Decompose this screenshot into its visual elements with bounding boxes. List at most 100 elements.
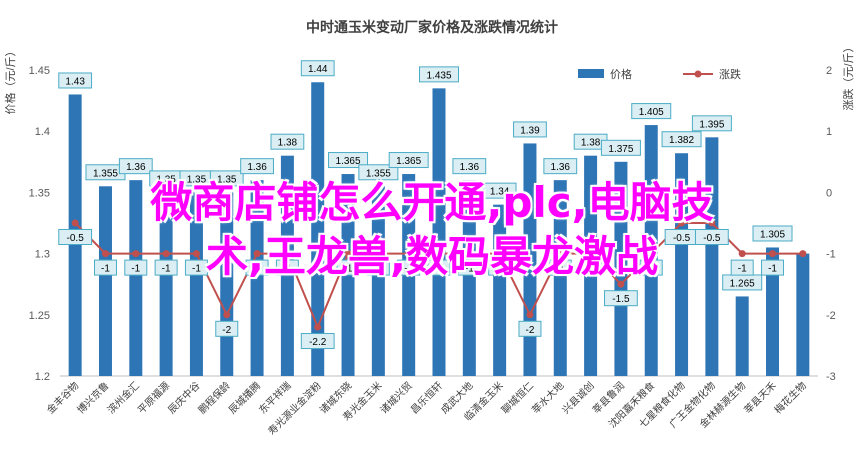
line-point (162, 250, 170, 258)
legend-swatch-bar (578, 69, 604, 78)
bar-data-label-box (691, 115, 732, 132)
bar (220, 192, 234, 376)
bar (675, 153, 689, 376)
bar (493, 204, 507, 376)
line-point (283, 250, 291, 258)
line-data-label-box (124, 259, 148, 276)
x-tick-label: 平原福源 (135, 379, 172, 416)
line-data-label-box (427, 259, 451, 276)
y-axis-label-right: 涨跌（元/斤） (841, 41, 855, 110)
bar-data-label-box (358, 164, 399, 181)
bar-data-label-box (482, 182, 517, 199)
line-point (405, 250, 413, 258)
line-point (374, 250, 382, 258)
y-tick-label-left: 1.4 (35, 126, 50, 138)
y-tick-label-left: 1.2 (35, 371, 50, 383)
bar-data-label: 1.265 (730, 278, 755, 289)
bar (796, 253, 810, 376)
bar-data-label-box (600, 139, 641, 156)
bar-data-label: 1.305 (760, 229, 785, 240)
bar (553, 180, 567, 376)
line-data-label-box (336, 259, 360, 276)
bar-data-label: 1.395 (699, 119, 724, 130)
bar-data-label-box (661, 131, 702, 148)
y-tick-label-right: 1 (826, 126, 832, 138)
bar-data-label: 1.39 (520, 125, 540, 136)
x-tick-label: 金丰谷物 (44, 379, 81, 416)
line-point (678, 219, 686, 227)
bar-data-label-box (118, 158, 153, 175)
line-point (526, 311, 534, 319)
line-point (738, 250, 746, 258)
line-data-label-box (518, 320, 542, 337)
line-point (556, 250, 564, 258)
line-data-label: -1.5 (612, 294, 630, 305)
line-data-label-box (639, 259, 663, 276)
bar-data-label: 1.35 (217, 174, 237, 185)
line-data-label: -2.2 (309, 337, 327, 348)
line-data-label: -1 (768, 264, 777, 275)
line-data-label: -1 (374, 264, 383, 275)
line-data-label: -1 (495, 264, 504, 275)
bar-data-label: 1.375 (608, 144, 633, 155)
line-data-label: -1 (465, 264, 474, 275)
line-data-label-box (215, 320, 239, 337)
line-data-label: -1 (253, 264, 262, 275)
line-data-label: -1 (404, 264, 413, 275)
line-point (71, 219, 79, 227)
bar (159, 192, 173, 376)
line-data-label-box (397, 259, 421, 276)
line-data-label-box (154, 259, 178, 276)
line-data-label: -2 (526, 325, 535, 336)
bar-data-label-box (388, 152, 429, 169)
x-tick-label: 兴县诚创 (559, 379, 596, 416)
y-tick-label-left: 1.3 (35, 249, 50, 261)
bar-data-label: 1.355 (93, 168, 118, 179)
bar-data-label-box (328, 152, 369, 169)
bar-data-label-box (752, 225, 793, 242)
bar (371, 186, 385, 376)
y-tick-label-left: 1.25 (29, 310, 50, 322)
bar-data-label-box (631, 103, 672, 120)
x-tick-label: 莘县天禾 (741, 379, 778, 416)
line-point (223, 311, 231, 319)
x-tick-label: 诸城兴贸 (378, 380, 415, 417)
line-data-label-box (245, 259, 269, 276)
legend-label-line: 涨跌 (719, 67, 741, 81)
line-point (253, 250, 261, 258)
bar (614, 161, 628, 376)
line-data-label-box (548, 259, 572, 276)
bar-data-label: 1.382 (669, 135, 694, 146)
y-tick-label-left: 1.45 (29, 65, 50, 77)
bar-data-label: 1.365 (396, 156, 421, 167)
line-data-label: -1 (283, 264, 292, 275)
bar-data-label: 1.36 (551, 162, 571, 173)
y-tick-label-right: -1 (826, 249, 836, 261)
line-data-label: -1 (344, 264, 353, 275)
x-tick-label: 聊城恒仁 (499, 379, 536, 416)
line-point (799, 250, 807, 258)
bar-data-label: 1.36 (247, 162, 267, 173)
line-data-label-box (300, 333, 335, 350)
bar-data-label: 1.38 (278, 138, 298, 149)
line-data-label: -1 (101, 264, 110, 275)
line-data-label-box (58, 229, 93, 245)
bar-data-label: 1.35 (156, 174, 176, 185)
bar-data-label-box (513, 121, 547, 138)
bar-data-label-box (419, 66, 459, 83)
line-data-label: -0.5 (67, 233, 85, 244)
x-tick-label: 梅花生物 (771, 379, 808, 416)
line-data-label: -2 (222, 325, 231, 336)
x-tick-label: 博兴京鲁 (74, 379, 111, 416)
line-point (465, 250, 473, 258)
bar-data-label: 1.435 (426, 70, 451, 81)
x-tick-label: 昌乐恒轩 (408, 379, 445, 416)
line-data-label: -1 (192, 264, 201, 275)
bar-data-label: 1.365 (336, 156, 361, 167)
line-point (132, 250, 140, 258)
line-data-label-box (761, 259, 785, 276)
y-tick-label-right: 0 (826, 187, 832, 199)
legend-label-bar: 价格 (610, 67, 632, 81)
chart-title: 中时通玉米变动厂家价格及涨跌情况统计 (306, 19, 558, 35)
line-point (647, 250, 655, 258)
